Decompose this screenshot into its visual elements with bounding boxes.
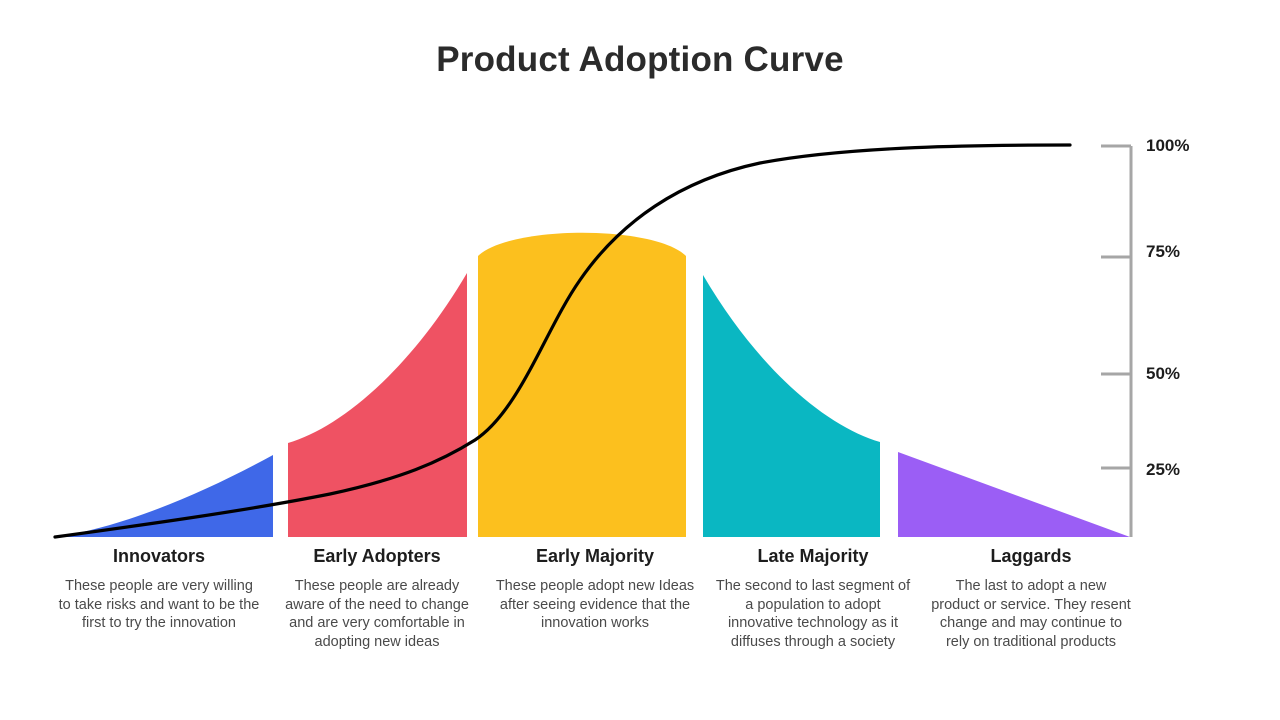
segment-caption-innovators: Innovators These people are very willing… xyxy=(50,544,268,633)
segment-description-innovators: These people are very willing to take ri… xyxy=(58,578,260,631)
segment-title-late-majority: Late Majority xyxy=(757,546,869,566)
y-axis-label-50: 50% xyxy=(1146,364,1181,383)
segment-caption-laggards: Laggards The last to adopt a new product… xyxy=(922,544,1140,651)
segment-description-laggards: The last to adopt a new product or servi… xyxy=(931,578,1131,650)
segment-caption-early-majority: Early Majority These people adopt new Id… xyxy=(486,544,704,633)
segment-caption-late-majority: Late Majority The second to last segment… xyxy=(704,544,922,651)
page-title: Product Adoption Curve xyxy=(436,40,844,79)
area-early-majority xyxy=(478,232,686,537)
area-late-majority xyxy=(703,275,880,537)
segment-caption-row: Innovators These people are very willing… xyxy=(50,544,1140,684)
segment-title-early-majority: Early Majority xyxy=(535,546,655,566)
segment-caption-early-adopters: Early Adopters These people are already … xyxy=(268,544,486,651)
segment-title-laggards: Laggards xyxy=(990,546,1072,566)
segment-description-early-adopters: These people are already aware of the ne… xyxy=(285,578,469,650)
segment-title-early-adopters: Early Adopters xyxy=(313,546,441,566)
area-early-adopters xyxy=(288,273,467,537)
y-axis-label-25: 25% xyxy=(1146,460,1181,479)
segment-description-late-majority: The second to last segment of a populati… xyxy=(715,578,911,650)
y-axis-label-100: 100% xyxy=(1146,136,1190,155)
y-axis-label-75: 75% xyxy=(1146,242,1181,261)
area-innovators xyxy=(55,455,273,537)
segment-title-innovators: Innovators xyxy=(112,546,205,566)
area-laggards xyxy=(898,452,1130,537)
segment-description-early-majority: These people adopt new Ideas after seein… xyxy=(495,578,695,631)
cumulative-adoption-curve xyxy=(53,143,1072,539)
